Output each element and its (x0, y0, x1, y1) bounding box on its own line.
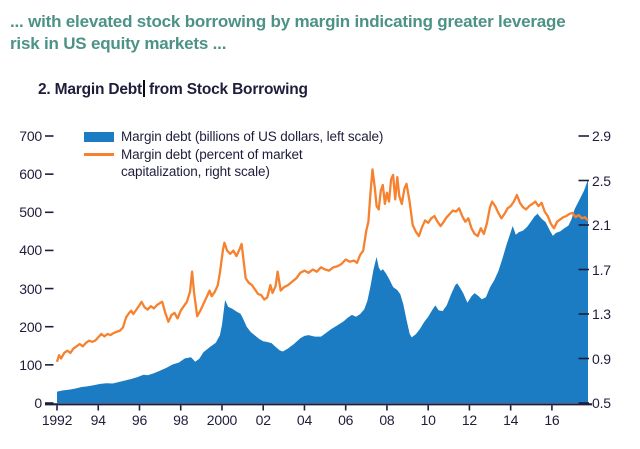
x-axis-tick-label: 16 (544, 412, 560, 428)
x-axis-tick-label: 10 (420, 412, 436, 428)
left-axis-tick-label: 300 (19, 280, 42, 297)
left-axis-tick-label: 200 (19, 318, 42, 335)
left-axis-tick-label: 700 (19, 128, 42, 144)
right-axis-tick-label: 1.3 (592, 306, 611, 322)
legend-row-billions: Margin debt (billions of US dollars, lef… (84, 128, 383, 145)
margin-debt-percent-line-series (55, 168, 589, 363)
panel-title-part2: from Stock Borrowing (149, 81, 308, 98)
panel-title[interactable]: 2. Margin Debt from Stock Borrowing (38, 80, 308, 99)
left-axis-tick-label: 100 (19, 356, 42, 373)
x-axis-tick-label: 04 (296, 412, 313, 428)
lead-line-2: risk in US equity markets ... (10, 34, 227, 53)
legend-label-billions: Margin debt (billions of US dollars, lef… (121, 129, 384, 144)
right-axis-tick-label: 2.1 (592, 217, 611, 233)
x-axis-tick-label: 14 (503, 412, 519, 428)
x-axis-tick-label: 08 (379, 412, 395, 428)
right-axis-tick-label: 0.9 (592, 350, 611, 367)
x-axis-tick-label: 98 (173, 412, 189, 428)
left-axis-tick-label: 0 (34, 395, 42, 411)
lead-line-1: ... with elevated stock borrowing by mar… (10, 12, 566, 31)
legend-label-percent: Margin debt (percent of market capitaliz… (121, 147, 303, 179)
left-axis-tick-label: 400 (19, 242, 42, 259)
x-axis-tick-label: 1992 (41, 412, 73, 428)
x-axis-tick-label: 2000 (206, 412, 238, 428)
left-axis-tick-label: 600 (19, 166, 42, 183)
right-axis-tick-label: 1.7 (592, 261, 611, 278)
x-axis-tick-label: 06 (338, 412, 354, 428)
right-axis-tick-label: 0.5 (592, 395, 611, 411)
panel-title-part1: 2. Margin Debt (38, 81, 142, 98)
legend-area-swatch (84, 132, 114, 142)
chart-legend: Margin debt (billions of US dollars, lef… (84, 128, 383, 181)
x-axis-tick-label: 94 (90, 412, 106, 428)
x-axis-tick-label: 96 (131, 412, 148, 428)
text-cursor-icon (143, 80, 145, 97)
margin-debt-area-series (57, 179, 588, 403)
legend-row-percent: Margin debt (percent of market capitaliz… (84, 146, 383, 180)
legend-line-swatch (84, 153, 114, 156)
left-axis-tick-label: 500 (19, 204, 42, 221)
x-axis-tick-label: 02 (255, 412, 271, 428)
x-axis-tick-label: 12 (461, 412, 478, 428)
right-axis-tick-label: 2.9 (592, 128, 611, 144)
section-lead-text: ... with elevated stock borrowing by mar… (10, 11, 566, 55)
right-axis-tick-label: 2.5 (592, 172, 611, 189)
